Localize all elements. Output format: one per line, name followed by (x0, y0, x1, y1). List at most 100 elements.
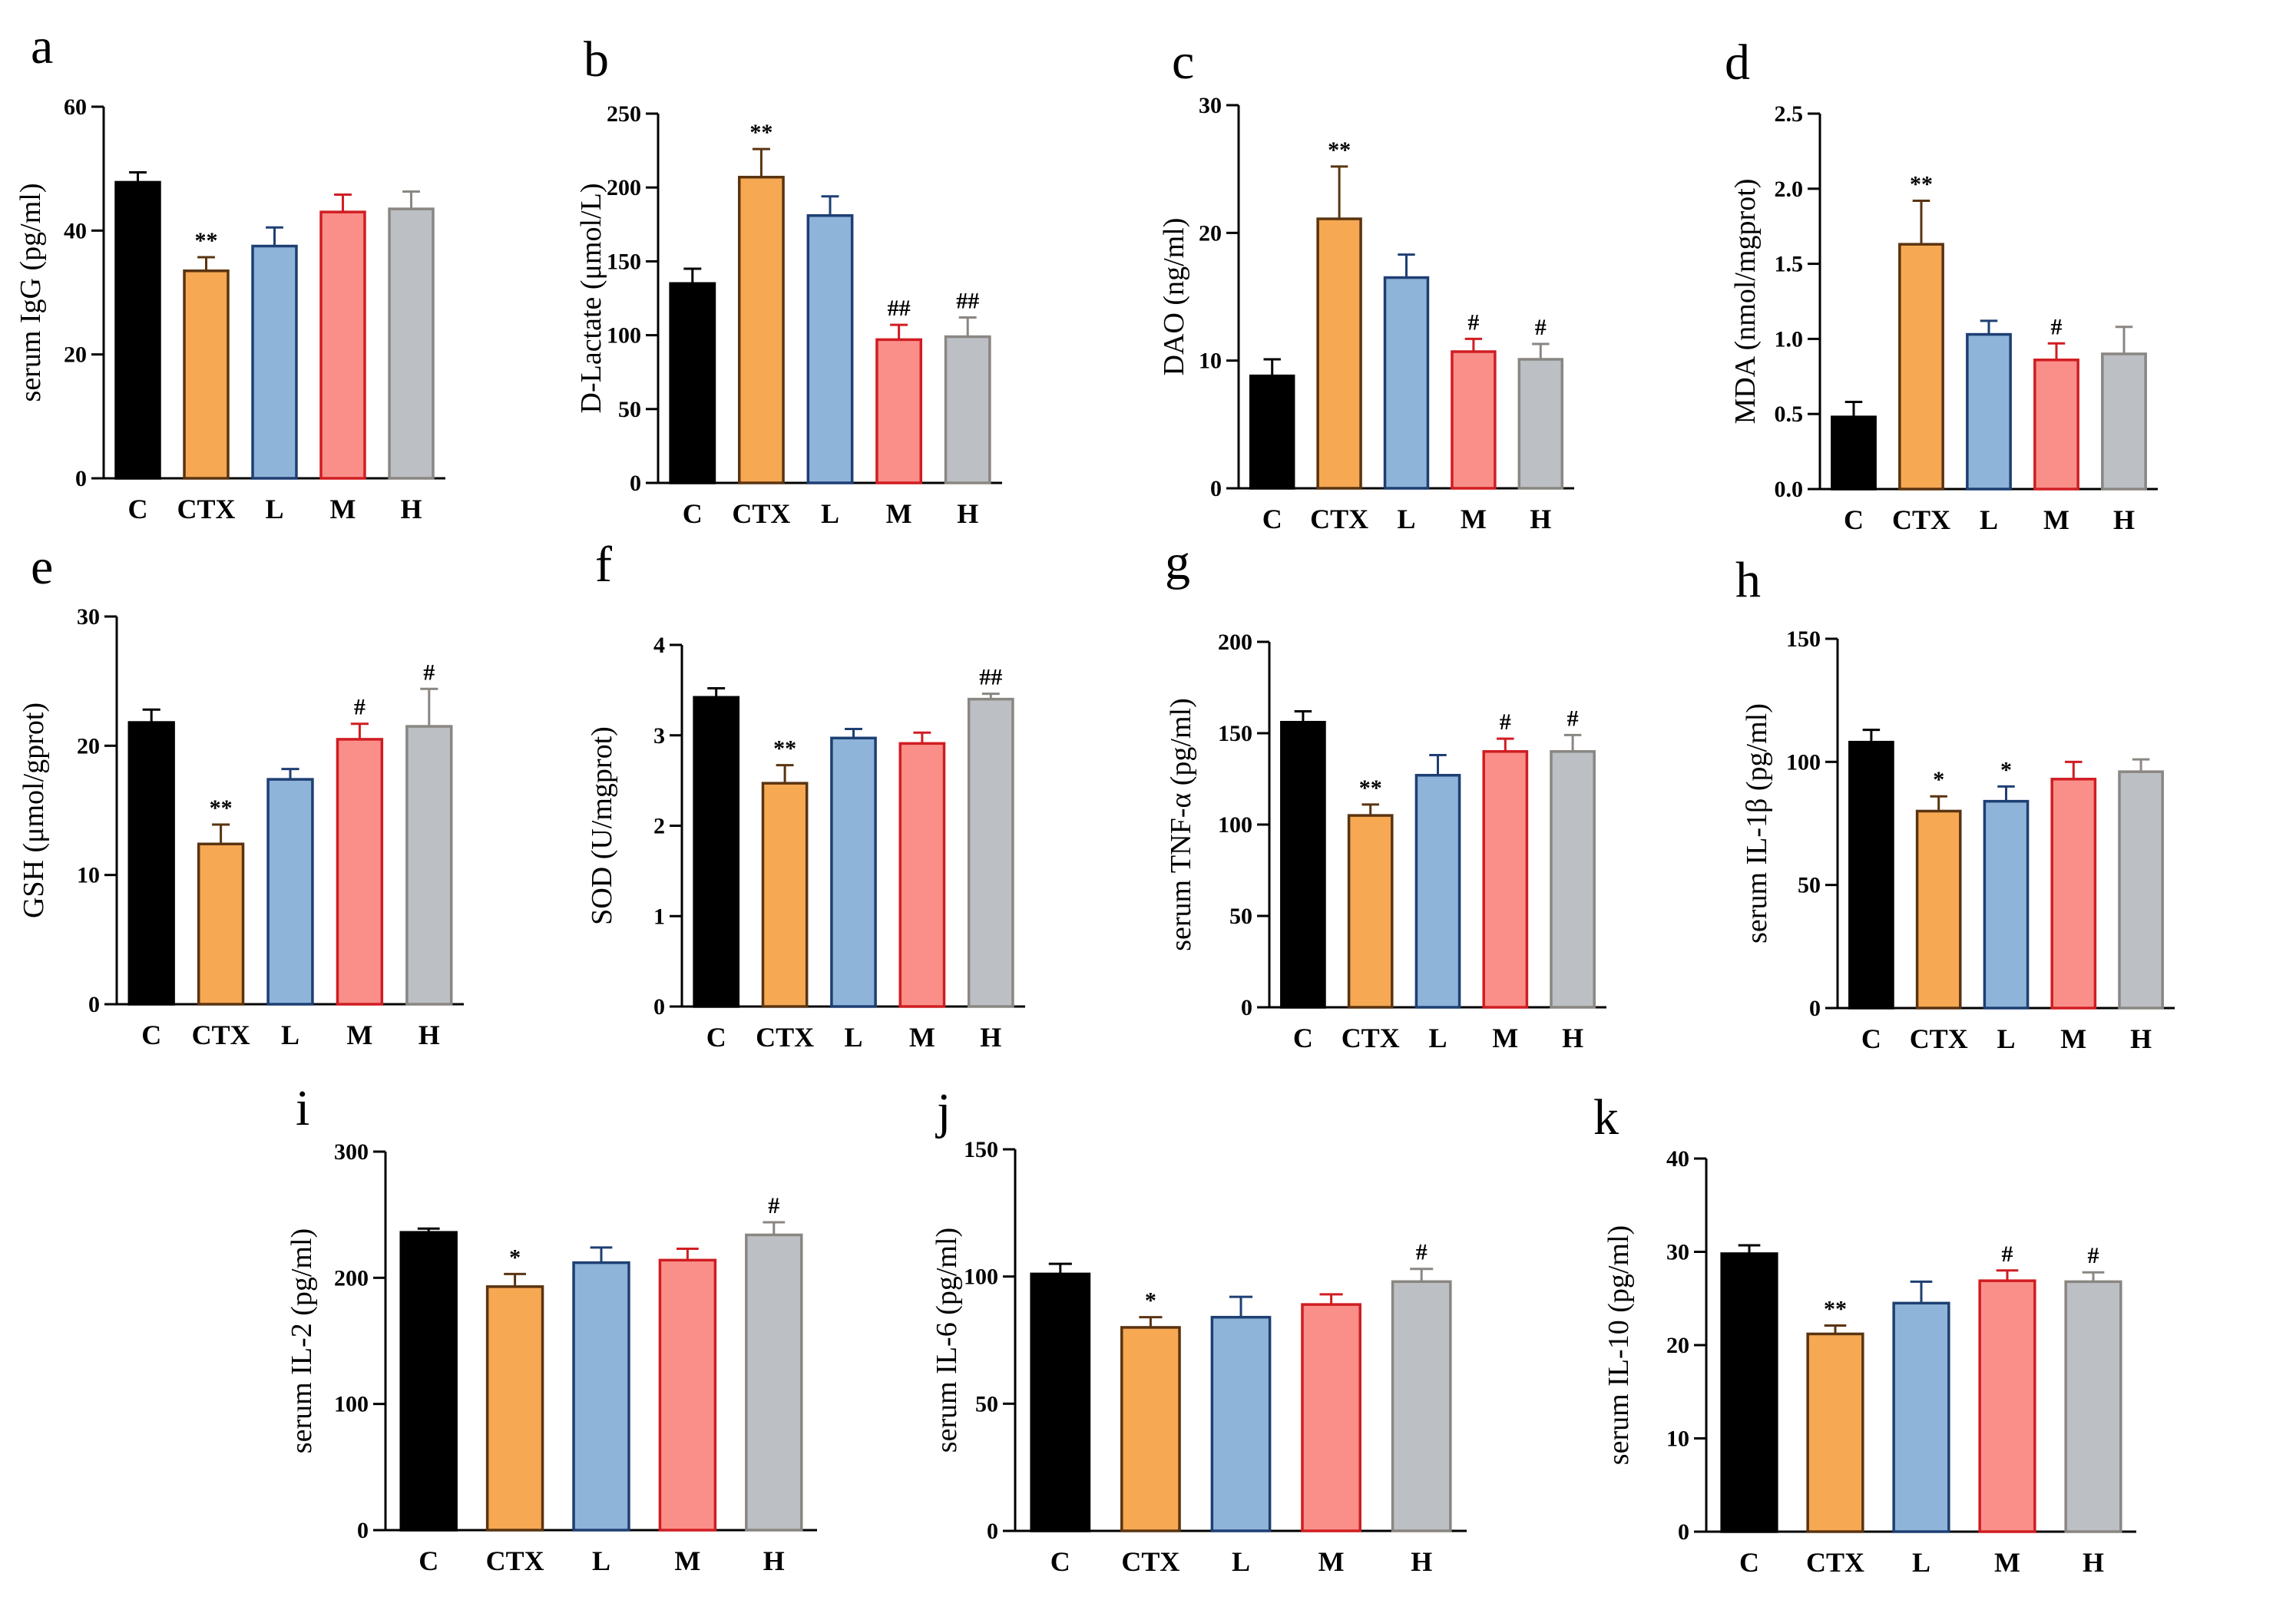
y-tick-label: 0 (987, 1519, 998, 1544)
panel-letter: a (31, 18, 53, 74)
y-tick-label: 0 (75, 466, 87, 491)
bar-M (336, 738, 384, 1006)
x-tick-label: C (141, 1020, 161, 1050)
x-tick-label: C (1050, 1546, 1070, 1577)
y-tick-label: 0 (1809, 996, 1821, 1021)
x-tick-label: M (1318, 1546, 1345, 1577)
y-axis-label: serum IL-1β (pg/ml) (1741, 703, 1773, 944)
x-tick-label: H (2113, 504, 2135, 535)
bar-L (1414, 773, 1461, 1009)
bar-C (1030, 1272, 1091, 1532)
bar-CTX (485, 1285, 544, 1532)
bar-C (1249, 374, 1295, 490)
bar-L (1892, 1301, 1950, 1533)
significance-marker: # (2002, 1241, 2013, 1267)
x-tick-label: CTX (756, 1022, 814, 1053)
x-tick-label: C (1861, 1023, 1881, 1054)
chart-panel-h: h 0 50 100 150 serum IL-1β (pg/ml) C CTX * L * M H (1735, 552, 2175, 1054)
significance-marker: # (1500, 709, 1511, 735)
y-tick-label: 30 (1666, 1240, 1689, 1265)
y-tick-label: 50 (618, 397, 641, 422)
x-tick-label: L (592, 1545, 610, 1576)
bar-L (572, 1261, 630, 1532)
panel-letter: e (31, 539, 53, 595)
y-tick-label: 1.5 (1775, 252, 1804, 277)
x-tick-label: C (1739, 1547, 1759, 1578)
x-tick-label: L (281, 1020, 299, 1050)
bar-C (1280, 720, 1326, 1009)
x-tick-label: M (1461, 504, 1487, 534)
y-axis-label: serum IgG (pg/ml) (15, 183, 47, 402)
panel-letter: i (296, 1080, 309, 1136)
bar-H (1391, 1280, 1452, 1532)
significance-marker: # (1467, 309, 1479, 335)
y-tick-label: 2.5 (1775, 101, 1804, 127)
y-tick-label: 0 (630, 471, 641, 496)
bar-H (745, 1233, 803, 1532)
bar-CTX (737, 175, 785, 484)
y-tick-label: 50 (1229, 904, 1252, 929)
y-tick-label: 150 (1786, 626, 1821, 652)
x-tick-label: H (1530, 504, 1551, 534)
y-tick-label: 40 (64, 218, 87, 243)
x-tick-label: H (1411, 1546, 1432, 1577)
x-tick-label: L (1997, 1023, 2015, 1054)
significance-marker: # (423, 660, 435, 685)
panel-letter: d (1725, 35, 1750, 91)
bar-L (251, 244, 298, 480)
x-tick-label: CTX (1892, 504, 1950, 535)
bar-C (669, 282, 716, 484)
significance-marker: ** (749, 120, 773, 145)
x-tick-label: H (1562, 1023, 1583, 1053)
y-tick-label: 0 (653, 994, 665, 1020)
significance-marker: ** (1910, 171, 1933, 197)
significance-marker: # (1567, 706, 1579, 731)
y-tick-label: 150 (964, 1137, 998, 1162)
x-tick-label: L (1397, 504, 1415, 534)
significance-marker: * (1145, 1288, 1156, 1314)
bar-CTX (1915, 809, 1962, 1010)
x-tick-label: H (419, 1020, 440, 1050)
y-tick-label: 60 (64, 94, 87, 120)
y-tick-label: 10 (77, 863, 100, 888)
y-tick-label: 10 (1666, 1426, 1689, 1452)
x-tick-label: CTX (732, 498, 790, 529)
x-tick-label: L (844, 1022, 862, 1053)
significance-marker: ## (888, 296, 911, 321)
x-tick-label: M (886, 498, 912, 529)
chart-panel-k: k 0 10 20 30 40 serum IL-10 (pg/ml) C CTX ** L M # H # (1593, 1089, 2136, 1578)
y-axis-label: serum IL-10 (pg/ml) (1603, 1225, 1635, 1465)
x-tick-label: H (957, 498, 978, 529)
y-tick-label: 4 (653, 633, 665, 658)
bar-L (1210, 1315, 1272, 1532)
y-tick-label: 20 (77, 733, 100, 759)
y-tick-label: 10 (1199, 349, 1222, 374)
y-tick-label: 20 (1666, 1333, 1689, 1358)
chart-panel-a: a 0 20 40 60 serum IgG (pg/ml) C CTX ** L M H (15, 18, 445, 524)
y-tick-label: 0 (1210, 476, 1222, 501)
bar-C (1720, 1252, 1778, 1533)
chart-panel-e: e 0 10 20 30 GSH (μmol/gprot) C CTX ** L M # H # (18, 539, 464, 1050)
significance-marker: ** (1328, 137, 1351, 163)
x-tick-label: CTX (1121, 1546, 1179, 1577)
x-tick-label: L (1232, 1546, 1250, 1577)
x-tick-label: L (1980, 504, 1998, 535)
bar-M (1978, 1279, 2036, 1533)
y-tick-label: 3 (653, 723, 665, 749)
x-tick-label: C (1293, 1023, 1313, 1053)
x-tick-label: CTX (1310, 504, 1368, 534)
x-tick-label: M (674, 1545, 700, 1576)
x-tick-label: L (1912, 1547, 1930, 1578)
y-tick-label: 50 (975, 1391, 998, 1417)
x-tick-label: C (706, 1022, 726, 1053)
significance-marker: ** (1824, 1296, 1847, 1321)
y-tick-label: 300 (334, 1139, 369, 1165)
significance-marker: ** (773, 736, 796, 762)
y-tick-label: 200 (607, 175, 641, 200)
y-tick-label: 0.5 (1775, 402, 1804, 427)
x-tick-label: C (128, 494, 148, 524)
panel-letter: b (584, 31, 609, 88)
y-tick-label: 100 (964, 1264, 998, 1290)
bar-CTX (1806, 1332, 1864, 1533)
